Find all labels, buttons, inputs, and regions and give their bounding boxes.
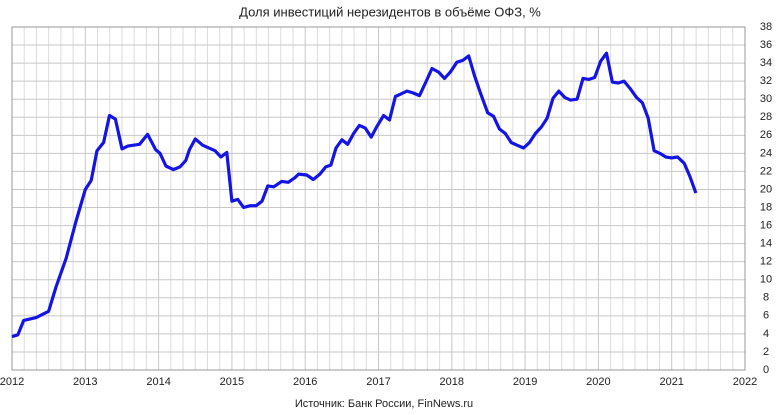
x-tick-label: 2021 [659,376,683,388]
y-tick-label: 18 [760,201,772,213]
y-tick-label: 26 [760,129,772,141]
y-tick-label: 36 [760,39,772,51]
x-tick-label: 2022 [733,376,757,388]
x-tick-label: 2018 [440,376,464,388]
data-line [11,51,698,339]
y-tick-label: 22 [760,165,772,177]
y-tick-label: 0 [763,364,769,376]
y-tick-label: 16 [760,219,772,231]
plot-frame [11,26,746,371]
y-tick-label: 20 [760,183,772,195]
y-tick-label: 30 [760,93,772,105]
chart-title: Доля инвестиций нерезидентов в объёме ОФ… [239,4,541,19]
y-tick-label: 24 [760,147,772,159]
y-tick-label: 2 [763,346,769,358]
x-tick-label: 2019 [513,376,537,388]
x-tick-label: 2015 [220,376,244,388]
y-tick-label: 10 [760,274,772,286]
y-tick-label: 38 [760,21,772,33]
y-tick-label: 32 [760,75,772,87]
x-tick-label: 2020 [586,376,610,388]
x-tick-label: 2017 [366,376,390,388]
y-tick-label: 8 [763,292,769,304]
y-tick-label: 14 [760,238,772,250]
y-tick-label: 28 [760,111,772,123]
y-tick-label: 4 [763,328,769,340]
x-tick-label: 2013 [73,376,97,388]
x-tick-label: 2016 [293,376,317,388]
x-tick-label: 2014 [146,376,170,388]
y-tick-label: 12 [760,256,772,268]
x-tick-label: 2012 [0,376,24,388]
y-tick-label: 6 [763,310,769,322]
y-tick-label: 34 [760,57,772,69]
source-note: Источник: Банк России, FinNews.ru [295,398,473,410]
